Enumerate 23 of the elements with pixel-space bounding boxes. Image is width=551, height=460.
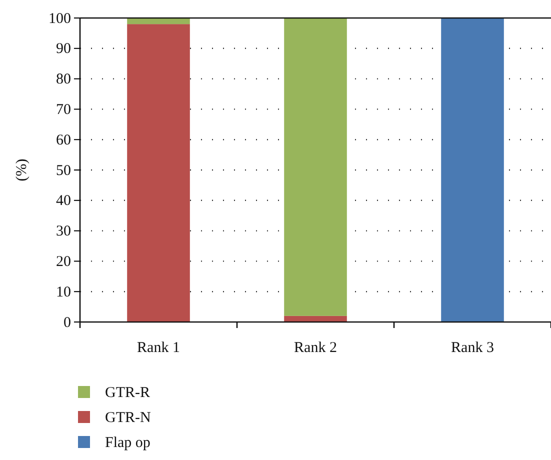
x-tick-label: Rank 2	[294, 340, 337, 356]
y-tick-label: 30	[56, 224, 71, 240]
y-tick-label: 40	[56, 193, 71, 210]
y-tick-label: 60	[56, 132, 71, 148]
legend-label: Flap op	[105, 435, 150, 451]
y-tick-label: 50	[56, 162, 71, 179]
y-tick-label: 80	[56, 72, 71, 88]
bar	[127, 24, 190, 322]
x-tick-label: Rank 3	[451, 340, 494, 356]
bar	[284, 316, 347, 322]
bar	[441, 18, 504, 322]
bar	[127, 18, 190, 24]
y-tick-label: 20	[56, 254, 71, 270]
y-tick-label: 90	[56, 41, 71, 58]
y-axis-title: (%)	[14, 158, 30, 182]
y-tick-label: 10	[56, 284, 71, 300]
y-tick-label: 100	[48, 10, 71, 27]
legend-label: GTR-N	[105, 410, 151, 426]
x-tick-label: Rank 1	[137, 340, 180, 356]
bar	[284, 18, 347, 316]
y-tick-label: 0	[64, 314, 71, 331]
legend-label: GTR-R	[105, 385, 150, 401]
y-tick-label: 70	[56, 102, 71, 118]
